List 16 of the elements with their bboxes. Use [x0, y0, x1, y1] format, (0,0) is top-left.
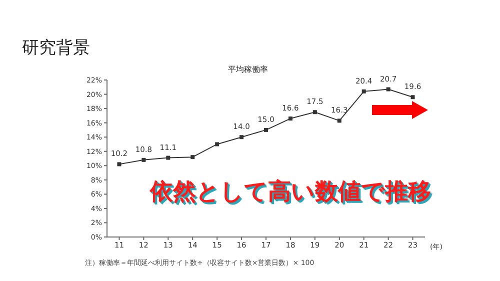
chart-title: 研究背景 — [22, 37, 90, 59]
point — [288, 116, 292, 121]
point — [240, 135, 244, 140]
point — [312, 110, 317, 114]
chart-subtitle: 平均稼働率 — [228, 64, 268, 75]
point — [142, 158, 146, 162]
point — [190, 155, 195, 160]
point — [166, 156, 170, 160]
point — [117, 162, 122, 166]
annotation: 依然として高い数値で推移 — [150, 178, 431, 207]
point — [386, 87, 390, 92]
point — [337, 118, 342, 123]
point — [410, 95, 415, 100]
point — [215, 142, 220, 146]
point — [264, 128, 268, 132]
point — [362, 89, 366, 94]
